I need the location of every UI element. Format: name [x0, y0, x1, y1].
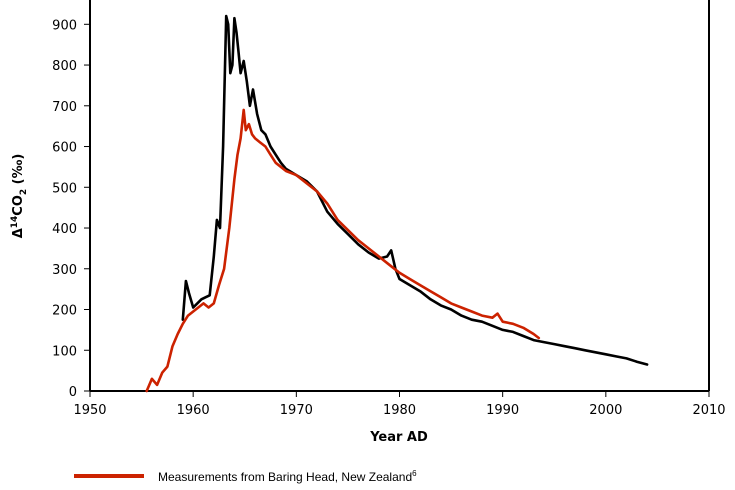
y-tick-label: 100: [52, 344, 77, 359]
legend: Measurements from Baring Head, New Zeala…: [74, 466, 417, 486]
x-axis: 1950 1960 1970 1980 1990 2000 2010: [73, 391, 726, 418]
legend-text: Measurements from Baring Head, New Zeala…: [158, 469, 413, 484]
series-layer: [145, 14, 649, 393]
x-tick-label: 1980: [383, 403, 416, 418]
x-tick-label: 2000: [589, 403, 622, 418]
y-tick-label: 900: [52, 18, 77, 33]
y-tick-label: 600: [52, 141, 77, 156]
y-axis: 0 100 200 300 400 500 600 700 800 900: [52, 18, 90, 400]
y-tick-label: 700: [52, 100, 77, 115]
x-tick-label: 1960: [177, 403, 210, 418]
y-tick-label: 500: [52, 181, 77, 196]
y-tick-label: 200: [52, 304, 77, 319]
y-tick-label: 0: [69, 385, 77, 400]
plot-frame: [89, 0, 710, 392]
baring-head-series-line: [145, 108, 541, 393]
legend-swatch: [74, 474, 144, 478]
y-tick-label: 800: [52, 59, 77, 74]
legend-superscript: 6: [412, 468, 417, 478]
y-axis-title: Δ14CO2 (‰): [10, 154, 29, 239]
black-series-line: [181, 14, 649, 366]
x-axis-title: Year AD: [369, 430, 428, 445]
x-tick-label: 2010: [692, 403, 725, 418]
y-tick-label: 300: [52, 263, 77, 278]
x-tick-label: 1990: [486, 403, 519, 418]
x-tick-label: 1970: [280, 403, 313, 418]
x-tick-label: 1950: [73, 403, 106, 418]
y-tick-label: 400: [52, 222, 77, 237]
legend-label: Measurements from Baring Head, New Zeala…: [158, 469, 417, 484]
